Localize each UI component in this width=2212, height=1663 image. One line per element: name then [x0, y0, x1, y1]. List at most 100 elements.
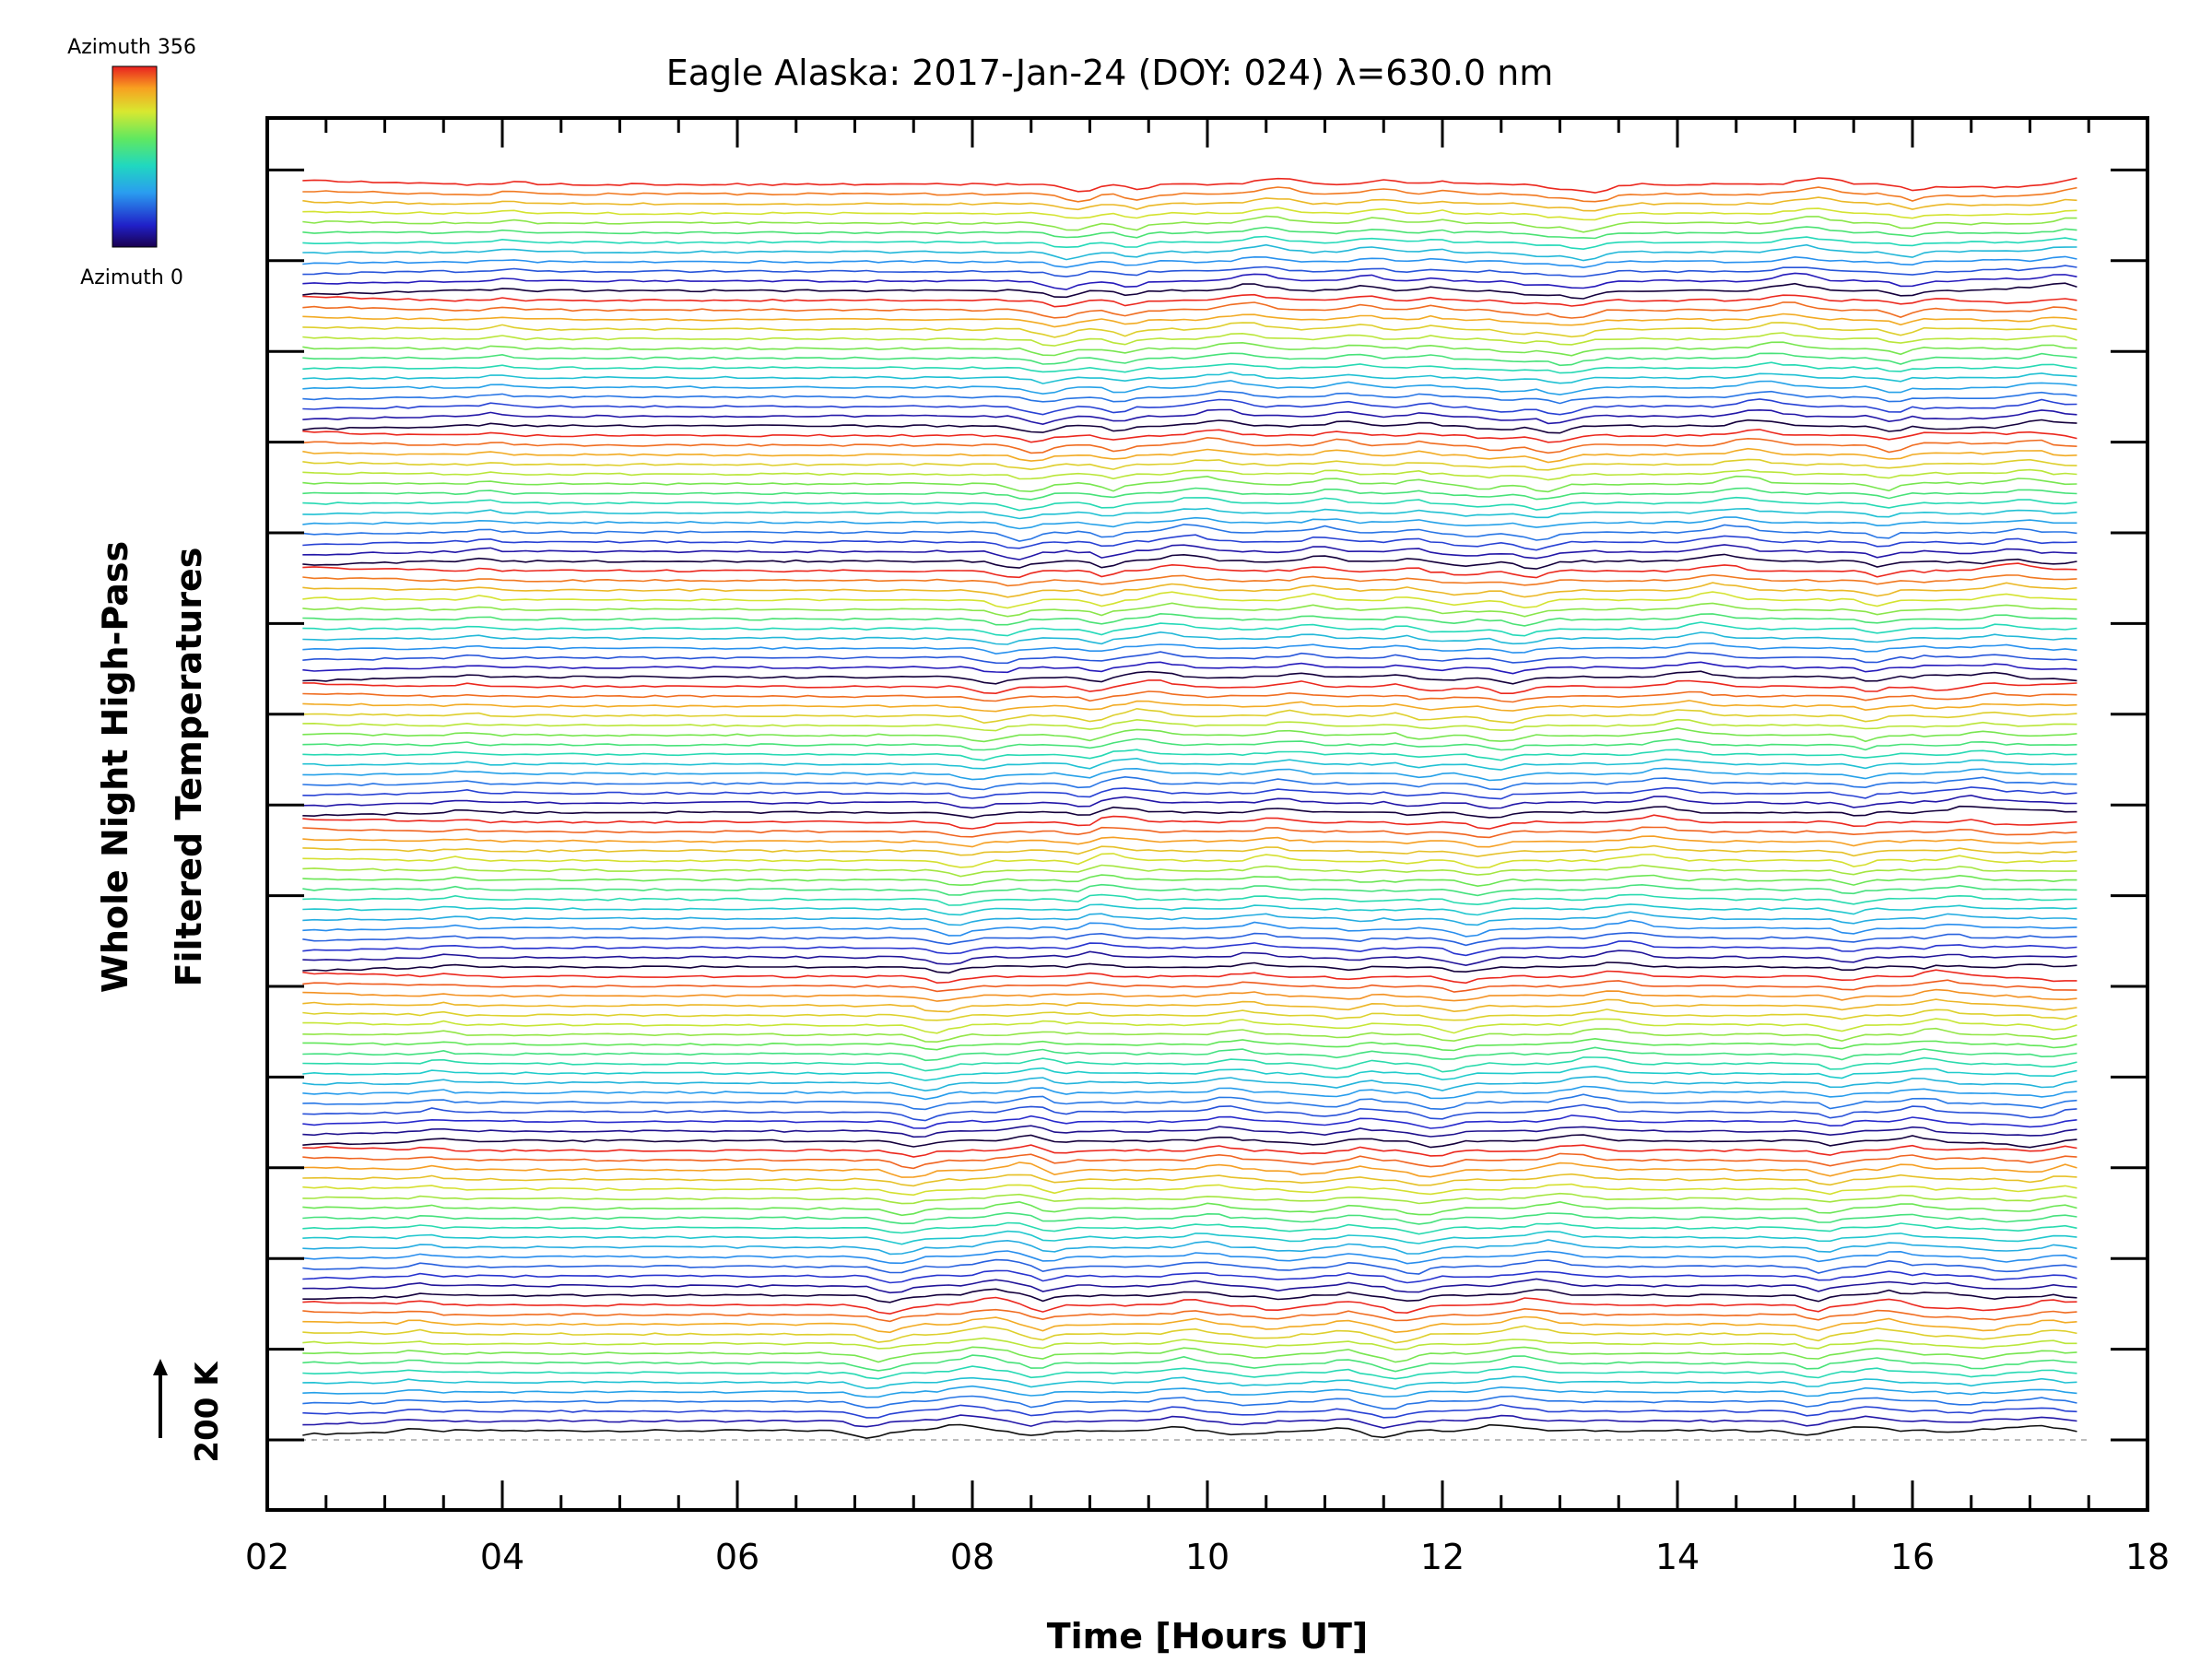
trace-line: [302, 1134, 2077, 1149]
trace-line: [302, 390, 2077, 405]
trace-line: [302, 998, 2077, 1013]
scale-bar-label: 200 K: [189, 1361, 226, 1463]
trace-line: [302, 1200, 2077, 1217]
trace-line: [302, 468, 2077, 481]
trace-line: [302, 864, 2077, 878]
trace-line: [302, 1375, 2077, 1390]
trace-series-group: [302, 177, 2077, 1440]
trace-line: [302, 553, 2077, 570]
trace-line: [302, 1395, 2077, 1409]
trace-line: [302, 1125, 2077, 1138]
trace-line: [302, 1211, 2077, 1225]
trace-line: [302, 1037, 2077, 1052]
trace-line: [302, 272, 2077, 290]
trace-line: [302, 380, 2077, 395]
trace-line: [302, 690, 2077, 703]
trace-line: [302, 1093, 2077, 1111]
trace-line: [302, 1018, 2077, 1034]
trace-line: [302, 1414, 2077, 1429]
trace-line: [302, 371, 2077, 384]
x-tick-label: 12: [1420, 1537, 1465, 1577]
trace-line: [302, 642, 2077, 655]
trace-line: [302, 1385, 2077, 1398]
trace-line: [302, 1144, 2077, 1158]
trace-line: [302, 544, 2077, 560]
trace-line: [302, 458, 2077, 471]
trace-line: [302, 1278, 2077, 1294]
trace-line: [302, 631, 2077, 645]
trace-line: [302, 301, 2077, 319]
trace-line: [302, 621, 2077, 637]
x-tick-label: 04: [480, 1537, 524, 1577]
trace-line: [302, 961, 2077, 974]
trace-line: [302, 1250, 2077, 1265]
trace-line: [302, 524, 2077, 542]
trace-line: [302, 949, 2077, 967]
trace-line: [302, 749, 2077, 761]
trace-line: [302, 1103, 2077, 1122]
x-tick-label: 16: [1890, 1537, 1935, 1577]
trace-line: [302, 775, 2077, 791]
trace-line: [302, 186, 2077, 203]
trace-line: [302, 1325, 2077, 1344]
trace-line: [302, 826, 2077, 839]
trace-line: [302, 883, 2077, 897]
trace-line: [302, 707, 2077, 725]
trace-line: [302, 1008, 2077, 1021]
trace-line: [302, 988, 2077, 1002]
trace-line: [302, 903, 2077, 916]
trace-line: [302, 1404, 2077, 1419]
trace-line: [302, 1183, 2077, 1197]
trace-line: [302, 1239, 2077, 1256]
trace-line: [302, 805, 2077, 819]
trace-line: [302, 496, 2077, 512]
x-tick-label: 10: [1185, 1537, 1230, 1577]
trace-line: [302, 940, 2077, 957]
trace-line: [302, 726, 2077, 743]
trace-line: [302, 670, 2077, 685]
x-tick-label: 18: [2125, 1537, 2170, 1577]
trace-line: [302, 1173, 2077, 1187]
trace-line: [302, 661, 2077, 675]
trace-line: [302, 1288, 2077, 1303]
trace-line: [302, 215, 2077, 233]
trace-line: [302, 1296, 2077, 1315]
y-axis-title-line2: Filtered Temperatures: [169, 548, 209, 987]
chart-title: Eagle Alaska: 2017-Jan-24 (DOY: 024) λ=6…: [666, 53, 1554, 93]
trace-line: [302, 911, 2077, 926]
trace-line: [302, 206, 2077, 221]
trace-line: [302, 255, 2077, 269]
trace-line: [302, 177, 2077, 194]
trace-line: [302, 1354, 2077, 1373]
trace-line: [302, 602, 2077, 618]
trace-line: [302, 1423, 2077, 1440]
x-tick-label: 14: [1655, 1537, 1700, 1577]
trace-line: [302, 1065, 2077, 1081]
trace-line: [302, 814, 2077, 830]
trace-line: [302, 1365, 2077, 1380]
trace-line: [302, 436, 2077, 454]
trace-line: [302, 352, 2077, 367]
trace-line: [302, 612, 2077, 627]
trace-line: [302, 332, 2077, 347]
trace-line: [302, 235, 2077, 251]
trace-line: [302, 226, 2077, 240]
trace-line: [302, 447, 2077, 464]
trace-line: [302, 786, 2077, 800]
trace-line: [302, 1346, 2077, 1363]
trace-line: [302, 1085, 2077, 1101]
x-tick-labels: 02 04 06 08 10 12 14 16 18: [245, 1537, 2170, 1577]
trace-line: [302, 1027, 2077, 1044]
trace-line: [302, 893, 2077, 906]
trace-line: [302, 1269, 2077, 1284]
x-tick-label: 08: [950, 1537, 994, 1577]
trace-line: [302, 1046, 2077, 1062]
trace-line: [302, 341, 2077, 357]
trace-line: [302, 767, 2077, 782]
trace-line: [302, 1258, 2077, 1275]
trace-line: [302, 534, 2077, 551]
trace-line: [302, 293, 2077, 308]
trace-line: [302, 979, 2077, 993]
trace-line: [302, 679, 2077, 695]
